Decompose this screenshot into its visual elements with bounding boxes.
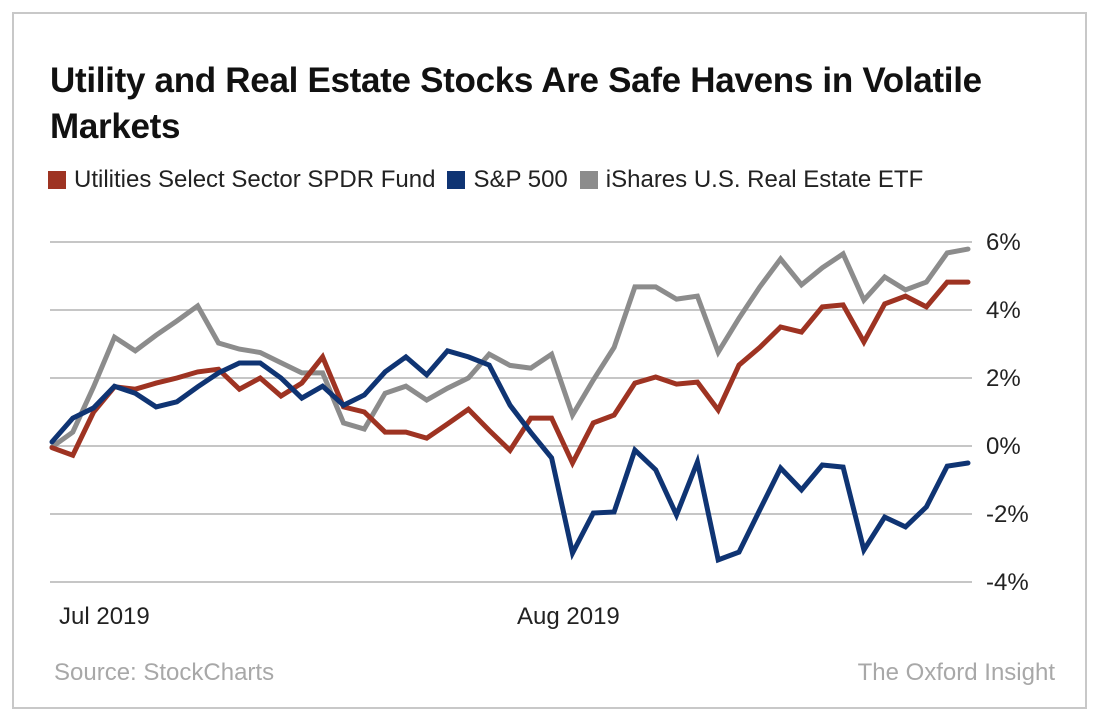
source-note: Source: StockCharts [54, 659, 275, 686]
legend-item-utilities: Utilities Select Sector SPDR Fund [48, 166, 435, 194]
series-line-ishares-u-s-real-estate-etf [49, 246, 971, 450]
legend-label: Utilities Select Sector SPDR Fund [74, 166, 436, 193]
x-tick-label: Jul 2019 [59, 603, 150, 630]
legend-label: iShares U.S. Real Estate ETF [605, 166, 924, 193]
legend-swatch [579, 171, 598, 189]
y-tick-label: 4% [986, 297, 1021, 324]
legend-label: S&P 500 [473, 166, 568, 193]
legend-item-real-estate: iShares U.S. Real Estate ETF [579, 166, 924, 194]
legend-swatch [48, 171, 66, 189]
series-line-s-p-500 [49, 347, 971, 564]
y-tick-label: 6% [986, 229, 1021, 256]
legend-item-sp500: S&P 500 [447, 166, 568, 194]
y-tick-label: -2% [986, 501, 1029, 528]
chart-title: Utility and Real Estate Stocks Are Safe … [50, 61, 982, 146]
y-tick-label: -4% [986, 569, 1029, 596]
brand-note: The Oxford Insight [857, 659, 1055, 686]
legend-swatch [447, 171, 466, 189]
legend: Utilities Select Sector SPDR Fund S&P 50… [48, 166, 935, 194]
chart-frame [12, 12, 1087, 709]
x-tick-label: Aug 2019 [517, 603, 620, 630]
series-line-utilities-select-sector-spdr-fund [49, 279, 971, 469]
y-tick-label: 0% [986, 433, 1021, 460]
y-tick-label: 2% [986, 365, 1021, 392]
